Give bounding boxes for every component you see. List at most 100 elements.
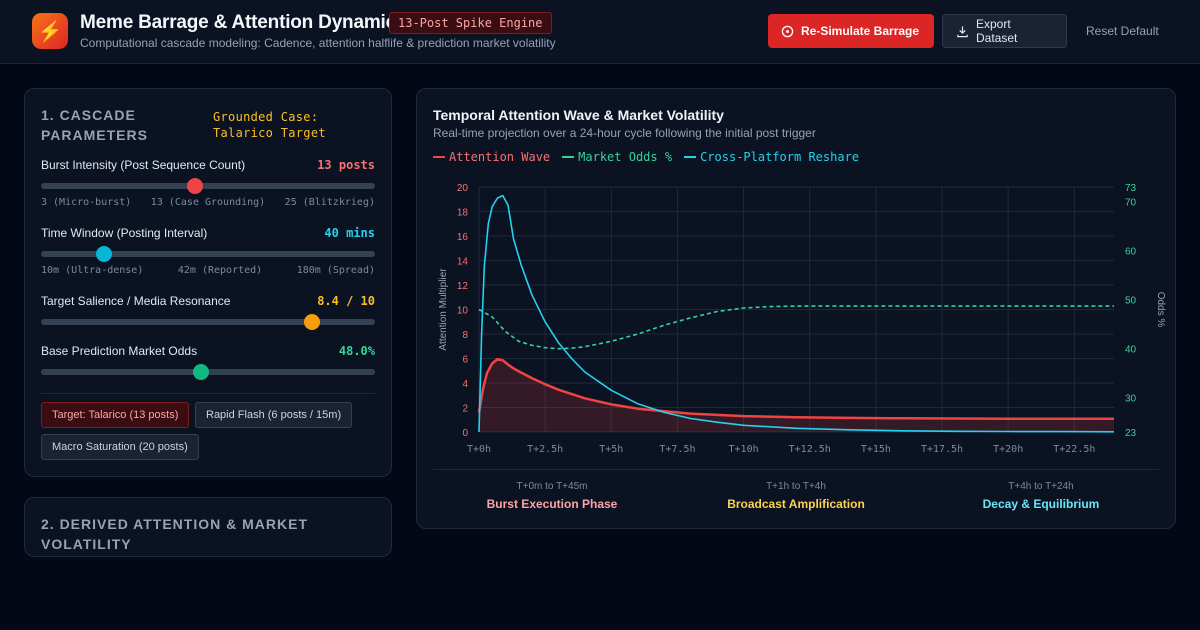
salience-label: Target Salience / Media Resonance <box>41 294 231 308</box>
derived-panel: 2. DERIVED ATTENTION & MARKET VOLATILITY <box>24 497 392 557</box>
salience-slider-thumb[interactable] <box>303 314 320 330</box>
chart-title: Temporal Attention Wave & Market Volatil… <box>433 107 724 123</box>
phase-range: T+0m to T+45m <box>516 481 588 492</box>
odds-label: Base Prediction Market Odds <box>41 344 198 358</box>
legend-swatch <box>684 156 697 158</box>
window-ticks: 10m (Ultra-dense) 42m (Reported) 180m (S… <box>41 265 375 276</box>
burst-ticks: 3 (Micro-burst) 13 (Case Grounding) 25 (… <box>41 197 375 208</box>
legend-item: Market Odds % <box>562 150 672 164</box>
app-title: Meme Barrage & Attention Dynamics <box>80 12 407 33</box>
x-tick-label: T+2.5h <box>527 444 563 455</box>
y2-tick-label: 73 <box>1125 183 1137 194</box>
attention-wave-line <box>477 357 1114 421</box>
download-icon <box>957 25 968 37</box>
y2-tick-label: 40 <box>1125 345 1137 356</box>
preset-talarico[interactable]: Target: Talarico (13 posts) <box>41 402 190 428</box>
x-tick-label: T+12.5h <box>789 444 831 455</box>
phase-name: Decay & Equilibrium <box>982 497 1100 511</box>
app-header: ⚡ Meme Barrage & Attention Dynamics 13-P… <box>0 0 1200 64</box>
y2-tick-label: 70 <box>1125 198 1137 209</box>
x-tick-label: T+20h <box>993 444 1023 455</box>
target-icon <box>781 25 794 37</box>
tick-label: 25 (Blitzkrieg) <box>284 197 375 208</box>
x-tick-label: T+7.5h <box>659 444 695 455</box>
engine-badge: 13-Post Spike Engine <box>389 12 552 34</box>
window-slider-thumb[interactable] <box>96 246 113 262</box>
divider <box>41 393 375 394</box>
tick-label: 13 (Case Grounding) <box>150 197 266 208</box>
cross-platform-reshare-line <box>478 194 1115 433</box>
phase-name: Broadcast Amplification <box>727 497 865 511</box>
window-value: 40 mins <box>324 226 375 240</box>
legend-swatch <box>562 156 575 158</box>
attention-chart: 0 2 4 6 8 10 12 14 16 18 20 T+0h T+2.5h T+5h T+7.5h T+1… <box>438 183 1166 455</box>
y2-tick-label: 60 <box>1125 247 1137 258</box>
y-tick-label: 6 <box>462 355 468 366</box>
phase-range: T+4h to T+24h <box>1008 481 1074 492</box>
y2-tick-label: 50 <box>1125 296 1137 307</box>
lightning-icon: ⚡ <box>32 13 68 49</box>
x-tick-label: T+15h <box>861 444 891 455</box>
tick-label: 10m (Ultra-dense) <box>41 265 144 276</box>
y2-axis-label: Odds % <box>1155 292 1166 328</box>
y2-tick-label: 30 <box>1125 394 1137 405</box>
burst-label: Burst Intensity (Post Sequence Count) <box>41 158 246 172</box>
y-tick-label: 0 <box>462 428 468 439</box>
burst-slider-thumb[interactable] <box>186 178 203 194</box>
salience-value: 8.4 / 10 <box>317 294 375 308</box>
odds-slider-thumb[interactable] <box>193 364 210 380</box>
x-tick-label: T+10h <box>729 444 759 455</box>
y-tick-label: 8 <box>462 330 468 341</box>
app-subtitle: Computational cascade modeling: Cadence,… <box>80 36 556 50</box>
chart-panel: Temporal Attention Wave & Market Volatil… <box>416 88 1176 529</box>
preset-rapid-flash[interactable]: Rapid Flash (6 posts / 15m) <box>195 402 353 428</box>
y-tick-label: 2 <box>462 404 468 415</box>
legend-swatch <box>433 156 445 158</box>
phase-broadcast: T+1h to T+4h Broadcast Amplification <box>676 481 916 511</box>
resimulate-label: Re-Simulate Barrage <box>801 24 920 38</box>
section-title: 1. CASCADE PARAMETERS <box>41 107 148 143</box>
phase-divider <box>433 469 1159 470</box>
case-label: Grounded Case: Talarico Target <box>213 110 326 140</box>
y-tick-label: 4 <box>462 379 468 390</box>
odds-value: 48.0% <box>338 344 375 358</box>
y-tick-label: 10 <box>457 306 469 317</box>
x-tick-label: T+22.5h <box>1053 444 1095 455</box>
tick-label: 42m (Reported) <box>177 265 263 276</box>
tick-label: 3 (Micro-burst) <box>41 197 132 208</box>
x-tick-label: T+17.5h <box>921 444 963 455</box>
y-tick-label: 20 <box>457 183 469 194</box>
burst-value: 13 posts <box>317 158 375 172</box>
legend-label: Cross-Platform Reshare <box>700 150 860 164</box>
attention-wave-area <box>479 359 1114 432</box>
y-tick-label: 18 <box>457 208 469 219</box>
salience-slider[interactable] <box>41 314 375 330</box>
y-tick-label: 16 <box>457 232 469 243</box>
preset-macro-saturation[interactable]: Macro Saturation (20 posts) <box>41 434 199 460</box>
phase-burst: T+0m to T+45m Burst Execution Phase <box>432 481 672 511</box>
chart-subtitle: Real-time projection over a 24-hour cycl… <box>433 126 816 140</box>
x-tick-label: T+5h <box>599 444 623 455</box>
x-tick-label: T+0h <box>467 444 491 455</box>
export-button[interactable]: Export Dataset <box>942 14 1067 48</box>
cascade-parameters-panel: 1. CASCADE PARAMETERS Grounded Case: Tal… <box>24 88 392 477</box>
odds-slider[interactable] <box>41 364 375 380</box>
tick-label: 180m (Spread) <box>296 265 375 276</box>
export-label: Export Dataset <box>976 17 1018 45</box>
reset-button[interactable]: Reset Default <box>1086 24 1159 38</box>
section-title: 2. DERIVED ATTENTION & MARKET VOLATILITY <box>41 516 309 552</box>
phase-name: Burst Execution Phase <box>486 497 618 511</box>
resimulate-button[interactable]: Re-Simulate Barrage <box>768 14 934 48</box>
legend-label: Market Odds % <box>578 150 673 164</box>
legend-item: Cross-Platform Reshare <box>684 150 859 164</box>
market-odds-line <box>478 305 1114 350</box>
phase-decay: T+4h to T+24h Decay & Equilibrium <box>921 481 1161 511</box>
chart-legend: Attention Wave Market Odds % Cross-Platf… <box>433 150 859 164</box>
y-tick-label: 12 <box>457 281 469 292</box>
y-axis-label: Attention Multiplier <box>438 268 449 351</box>
window-slider[interactable] <box>41 246 375 262</box>
y-tick-label: 14 <box>457 257 469 268</box>
burst-slider[interactable] <box>41 178 375 194</box>
legend-item: Attention Wave <box>433 150 550 164</box>
phase-range: T+1h to T+4h <box>766 481 826 492</box>
